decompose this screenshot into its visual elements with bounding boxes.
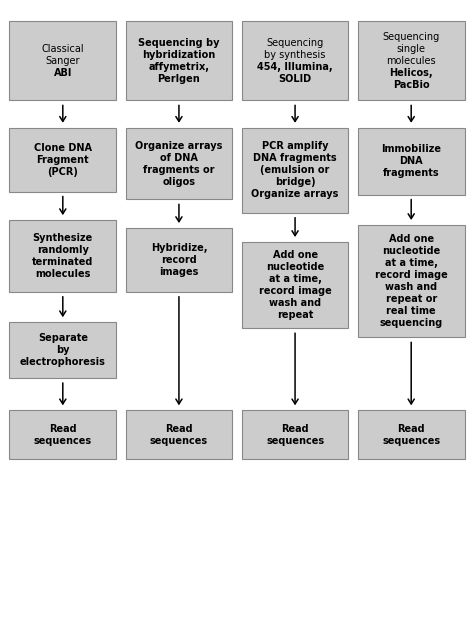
Text: Organize arrays
of DNA
fragments or
oligos: Organize arrays of DNA fragments or olig… [135, 141, 223, 187]
FancyBboxPatch shape [126, 410, 232, 459]
FancyBboxPatch shape [358, 128, 465, 195]
Text: 454, Illumina,
SOLID: 454, Illumina, SOLID [257, 62, 333, 84]
FancyBboxPatch shape [9, 220, 116, 292]
FancyBboxPatch shape [242, 22, 348, 100]
Text: Hybridize,
record
images: Hybridize, record images [151, 243, 207, 277]
Text: PCR amplify
DNA fragments
(emulsion or
bridge)
Organize arrays: PCR amplify DNA fragments (emulsion or b… [251, 141, 339, 199]
Text: Helicos,
PacBio: Helicos, PacBio [389, 68, 433, 90]
FancyBboxPatch shape [358, 225, 465, 337]
Text: Add one
nucleotide
at a time,
record image
wash and
repeat or
real time
sequenci: Add one nucleotide at a time, record ima… [375, 234, 447, 328]
Text: Read
sequences: Read sequences [34, 423, 92, 446]
FancyBboxPatch shape [126, 128, 232, 200]
Text: Add one
nucleotide
at a time,
record image
wash and
repeat: Add one nucleotide at a time, record ima… [259, 250, 331, 320]
Text: Sequencing by
hybridization
affymetrix,
Perlgen: Sequencing by hybridization affymetrix, … [138, 38, 219, 84]
FancyBboxPatch shape [358, 22, 465, 100]
FancyBboxPatch shape [9, 128, 116, 192]
Text: ABI: ABI [54, 68, 72, 78]
FancyBboxPatch shape [126, 22, 232, 100]
FancyBboxPatch shape [126, 228, 232, 292]
FancyBboxPatch shape [242, 242, 348, 328]
Text: Immobilize
DNA
fragments: Immobilize DNA fragments [381, 144, 441, 178]
Text: Read
sequences: Read sequences [382, 423, 440, 446]
Text: Classical
Sanger: Classical Sanger [42, 44, 84, 66]
Text: Separate
by
electrophoresis: Separate by electrophoresis [20, 333, 106, 367]
Text: Synthesize
randomly
terminated
molecules: Synthesize randomly terminated molecules [32, 233, 93, 279]
Text: Sequencing
single
molecules: Sequencing single molecules [383, 32, 440, 66]
FancyBboxPatch shape [242, 410, 348, 459]
FancyBboxPatch shape [9, 22, 116, 100]
FancyBboxPatch shape [242, 128, 348, 213]
Text: Clone DNA
Fragment
(PCR): Clone DNA Fragment (PCR) [34, 143, 92, 177]
Text: Read
sequences: Read sequences [266, 423, 324, 446]
FancyBboxPatch shape [9, 410, 116, 459]
Text: Sequencing
by synthesis: Sequencing by synthesis [264, 38, 326, 60]
FancyBboxPatch shape [9, 322, 116, 378]
Text: Read
sequences: Read sequences [150, 423, 208, 446]
FancyBboxPatch shape [358, 410, 465, 459]
